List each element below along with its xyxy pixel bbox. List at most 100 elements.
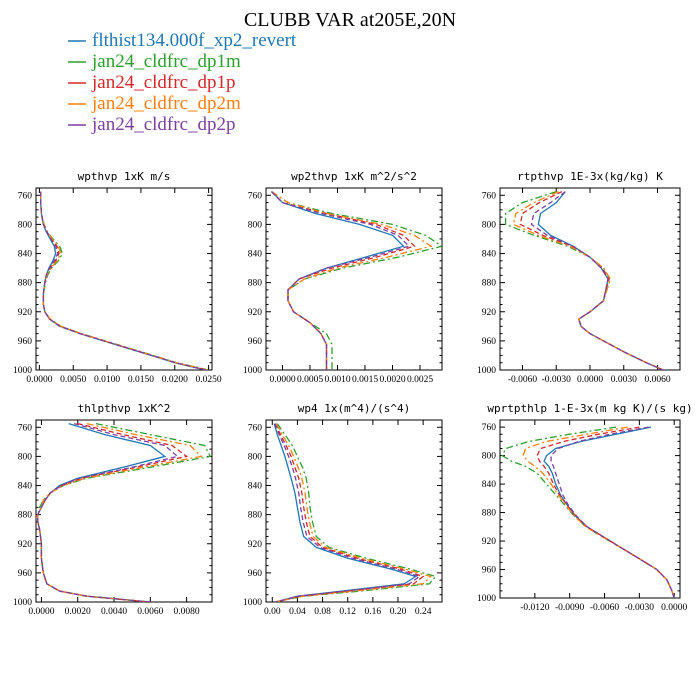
y-tick-label: 1000 bbox=[13, 598, 32, 608]
legend-label: jan24_cldfrc_dp1p bbox=[91, 72, 236, 93]
x-tick-label: 0.0100 bbox=[94, 375, 120, 385]
y-tick-label: 960 bbox=[482, 566, 497, 576]
x-tick-label: 0.0060 bbox=[137, 607, 163, 617]
y-tick-label: 1000 bbox=[477, 366, 496, 376]
y-tick-label: 800 bbox=[18, 220, 33, 230]
y-tick-label: 760 bbox=[482, 423, 497, 433]
series-line bbox=[275, 423, 432, 602]
panel-title: rtpthvp 1E-3x(kg/kg) K bbox=[517, 170, 663, 183]
y-tick-label: 840 bbox=[248, 250, 263, 260]
x-tick-label: 0.0030 bbox=[611, 375, 637, 385]
y-tick-label: 1000 bbox=[243, 598, 262, 608]
x-tick-label: -0.0090 bbox=[555, 603, 585, 613]
x-tick-label: -0.0030 bbox=[542, 375, 572, 385]
x-tick-label: -0.0120 bbox=[520, 603, 550, 613]
series-line bbox=[271, 191, 405, 370]
y-tick-label: 920 bbox=[248, 540, 263, 550]
series-line bbox=[40, 191, 208, 370]
x-tick-label: 0.0080 bbox=[174, 607, 200, 617]
x-tick-label: 0.12 bbox=[339, 607, 356, 617]
y-tick-label: 1000 bbox=[13, 366, 32, 376]
series-line bbox=[504, 190, 664, 370]
series-line bbox=[530, 191, 664, 370]
y-tick-label: 840 bbox=[482, 250, 497, 260]
y-tick-label: 1000 bbox=[477, 594, 496, 604]
x-tick-label: 0.0025 bbox=[407, 375, 433, 385]
y-tick-label: 760 bbox=[482, 191, 497, 201]
x-tick-label: 0.0000 bbox=[661, 603, 687, 613]
y-tick-label: 880 bbox=[18, 279, 33, 289]
series-line bbox=[271, 191, 411, 370]
x-tick-label: 0.0200 bbox=[162, 375, 188, 385]
series-line bbox=[40, 191, 207, 370]
x-tick-label: 0.0020 bbox=[65, 607, 91, 617]
x-tick-label: 0.0000 bbox=[269, 375, 295, 385]
panel-title: wprtpthlp 1-E-3x(m kg K)/(s kg) bbox=[487, 402, 692, 415]
x-tick-label: 0.04 bbox=[289, 607, 306, 617]
y-tick-label: 960 bbox=[18, 337, 33, 347]
x-tick-label: 0.0000 bbox=[26, 375, 52, 385]
plot-frame bbox=[265, 187, 443, 371]
y-tick-label: 800 bbox=[248, 220, 263, 230]
y-tick-label: 880 bbox=[248, 279, 263, 289]
x-tick-label: 0.0050 bbox=[60, 375, 86, 385]
series-line bbox=[271, 191, 433, 370]
series-line bbox=[274, 423, 421, 602]
series-line bbox=[37, 422, 212, 602]
series-line bbox=[522, 426, 675, 598]
x-tick-label: 0.16 bbox=[365, 607, 382, 617]
series-line bbox=[273, 423, 418, 602]
x-tick-label: 0.20 bbox=[390, 607, 407, 617]
x-tick-label: 0.0015 bbox=[352, 375, 378, 385]
series-line bbox=[40, 191, 206, 370]
y-tick-label: 800 bbox=[482, 452, 497, 462]
chart-panel: rtpthvp 1E-3x(kg/kg) K 760 800 840 880 920 960… bbox=[477, 170, 681, 385]
legend-label: jan24_cldfrc_dp2m bbox=[91, 93, 241, 114]
chart-panel: wprtpthlp 1-E-3x(m kg K)/(s kg) 760 800 840… bbox=[477, 402, 693, 613]
chart-panels: wpthvp 1xK m/s76080084088092096010000.00… bbox=[13, 170, 693, 617]
series-line bbox=[40, 191, 207, 370]
x-tick-label: 0.08 bbox=[314, 607, 331, 617]
x-tick-label: 0.0250 bbox=[196, 375, 222, 385]
series-line bbox=[550, 426, 675, 598]
y-tick-label: 800 bbox=[482, 220, 497, 230]
x-tick-label: 0.00 bbox=[264, 607, 281, 617]
y-tick-label: 760 bbox=[248, 423, 263, 433]
series-line bbox=[40, 191, 209, 370]
series-line bbox=[37, 422, 203, 602]
panel-title: wp4 1x(m^4)/(s^4) bbox=[298, 402, 411, 415]
series-line bbox=[37, 422, 179, 602]
x-tick-label: 0.0000 bbox=[577, 375, 603, 385]
series-line bbox=[274, 423, 425, 602]
plot-frame bbox=[499, 187, 681, 371]
series-line bbox=[536, 426, 675, 598]
plot-frame bbox=[499, 419, 681, 599]
series-line bbox=[275, 423, 437, 602]
series-line bbox=[543, 426, 675, 598]
y-tick-label: 840 bbox=[482, 480, 497, 490]
panel-title: thlpthvp 1xK^2 bbox=[78, 402, 171, 415]
x-tick-label: 0.0010 bbox=[324, 375, 350, 385]
series-line bbox=[37, 422, 189, 602]
legend-label: jan24_cldfrc_dp2p bbox=[91, 114, 236, 135]
x-tick-label: -0.0060 bbox=[590, 603, 620, 613]
plot-frame bbox=[35, 187, 213, 371]
series-line bbox=[501, 426, 675, 598]
series-line bbox=[271, 191, 442, 370]
legend: flthist134.000f_xp2_revertjan24_cldfrc_d… bbox=[68, 30, 297, 135]
x-tick-label: 0.0040 bbox=[101, 607, 127, 617]
panel-title: wpthvp 1xK m/s bbox=[78, 170, 171, 183]
y-tick-label: 920 bbox=[18, 540, 33, 550]
plot-frame bbox=[35, 419, 213, 603]
y-tick-label: 960 bbox=[248, 569, 263, 579]
series-line bbox=[537, 191, 664, 370]
y-tick-label: 760 bbox=[18, 423, 33, 433]
y-tick-label: 880 bbox=[18, 511, 33, 521]
x-tick-label: 0.0060 bbox=[644, 375, 670, 385]
series-line bbox=[37, 422, 167, 602]
y-tick-label: 960 bbox=[18, 569, 33, 579]
y-tick-label: 920 bbox=[248, 308, 263, 318]
y-tick-label: 800 bbox=[18, 452, 33, 462]
y-tick-label: 880 bbox=[482, 279, 497, 289]
